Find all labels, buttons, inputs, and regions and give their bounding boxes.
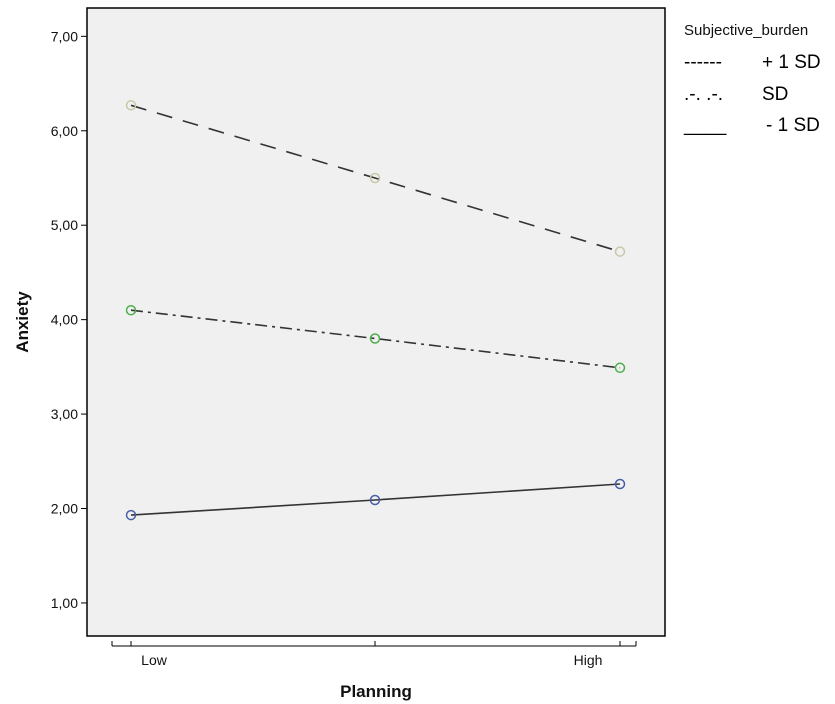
y-axis: 1,00 2,00 3,00 4,00 5,00 6,00 7,00 <box>51 28 87 611</box>
legend-swatch-sd: .-. .-. <box>684 84 723 105</box>
series-line-1 <box>130 309 621 369</box>
data-point <box>614 246 626 257</box>
x-axis-title: Planning <box>340 682 412 701</box>
y-tick-label: 2,00 <box>51 501 78 517</box>
plot-area <box>86 7 666 637</box>
series-lines <box>130 104 621 516</box>
data-point <box>125 304 137 316</box>
y-tick-label: 1,00 <box>51 595 78 611</box>
data-point <box>369 172 381 184</box>
legend-label-minus-1sd: - 1 SD <box>766 115 820 136</box>
y-tick-label: 5,00 <box>51 217 78 233</box>
y-tick-label: 7,00 <box>51 28 78 44</box>
data-point <box>125 509 137 521</box>
data-point <box>614 362 626 374</box>
legend: Subjective_burden ------ + 1 SD .-. .-. … <box>683 22 821 136</box>
series-line-2 <box>130 483 621 516</box>
x-tick-label: Low <box>141 652 168 668</box>
series-line-0 <box>130 104 621 253</box>
data-point <box>369 333 381 344</box>
legend-label-plus-1sd: + 1 SD <box>762 52 821 73</box>
y-tick-label: 4,00 <box>51 312 78 328</box>
legend-swatch-minus-1sd: ____ <box>683 115 727 136</box>
legend-title: Subjective_burden <box>684 22 808 39</box>
data-point <box>125 100 137 111</box>
data-point <box>614 478 626 490</box>
series-markers <box>125 100 626 521</box>
data-point <box>369 494 381 506</box>
legend-label-sd: SD <box>762 84 788 105</box>
x-tick-label: High <box>574 652 603 668</box>
y-axis-title: Anxiety <box>13 291 32 353</box>
y-tick-label: 6,00 <box>51 123 78 139</box>
y-tick-label: 3,00 <box>51 406 78 422</box>
x-axis: Low High <box>111 641 637 668</box>
legend-swatch-plus-1sd: ------ <box>684 52 722 73</box>
